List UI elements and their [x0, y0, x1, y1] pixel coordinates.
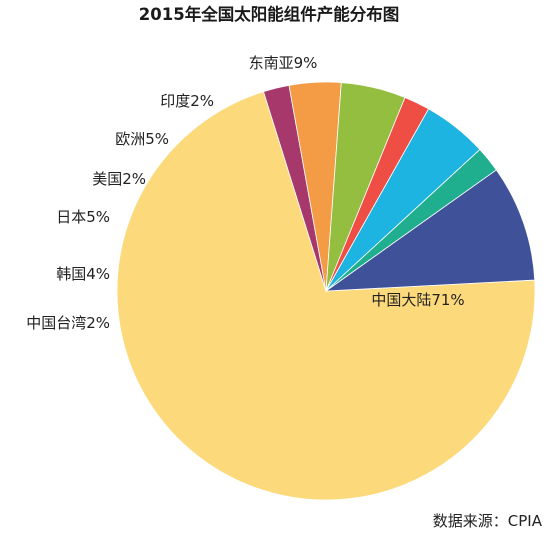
slice-label-4: 美国2%	[92, 170, 146, 188]
pie-slices	[116, 81, 536, 501]
pie-labels: 中国大陆71% 中国台湾2% 韩国4% 日本5% 美国2% 欧洲5% 印度2% 东南亚9%	[26, 54, 464, 332]
slice-label-3: 日本5%	[56, 208, 110, 226]
slice-label-7: 东南亚9%	[249, 54, 318, 72]
slice-label-1: 中国台湾2%	[26, 314, 110, 332]
chart-title: 2015年全国太阳能组件产能分布图	[139, 4, 399, 24]
source-note: 数据来源：CPIA	[433, 512, 543, 530]
pie-slice-7	[324, 169, 536, 292]
slice-label-5: 欧洲5%	[115, 130, 169, 148]
pie-slice-0	[116, 91, 536, 501]
slice-label-6: 印度2%	[160, 92, 214, 110]
slice-label-0: 中国大陆71%	[371, 291, 464, 309]
slice-label-2: 韩国4%	[56, 265, 110, 283]
